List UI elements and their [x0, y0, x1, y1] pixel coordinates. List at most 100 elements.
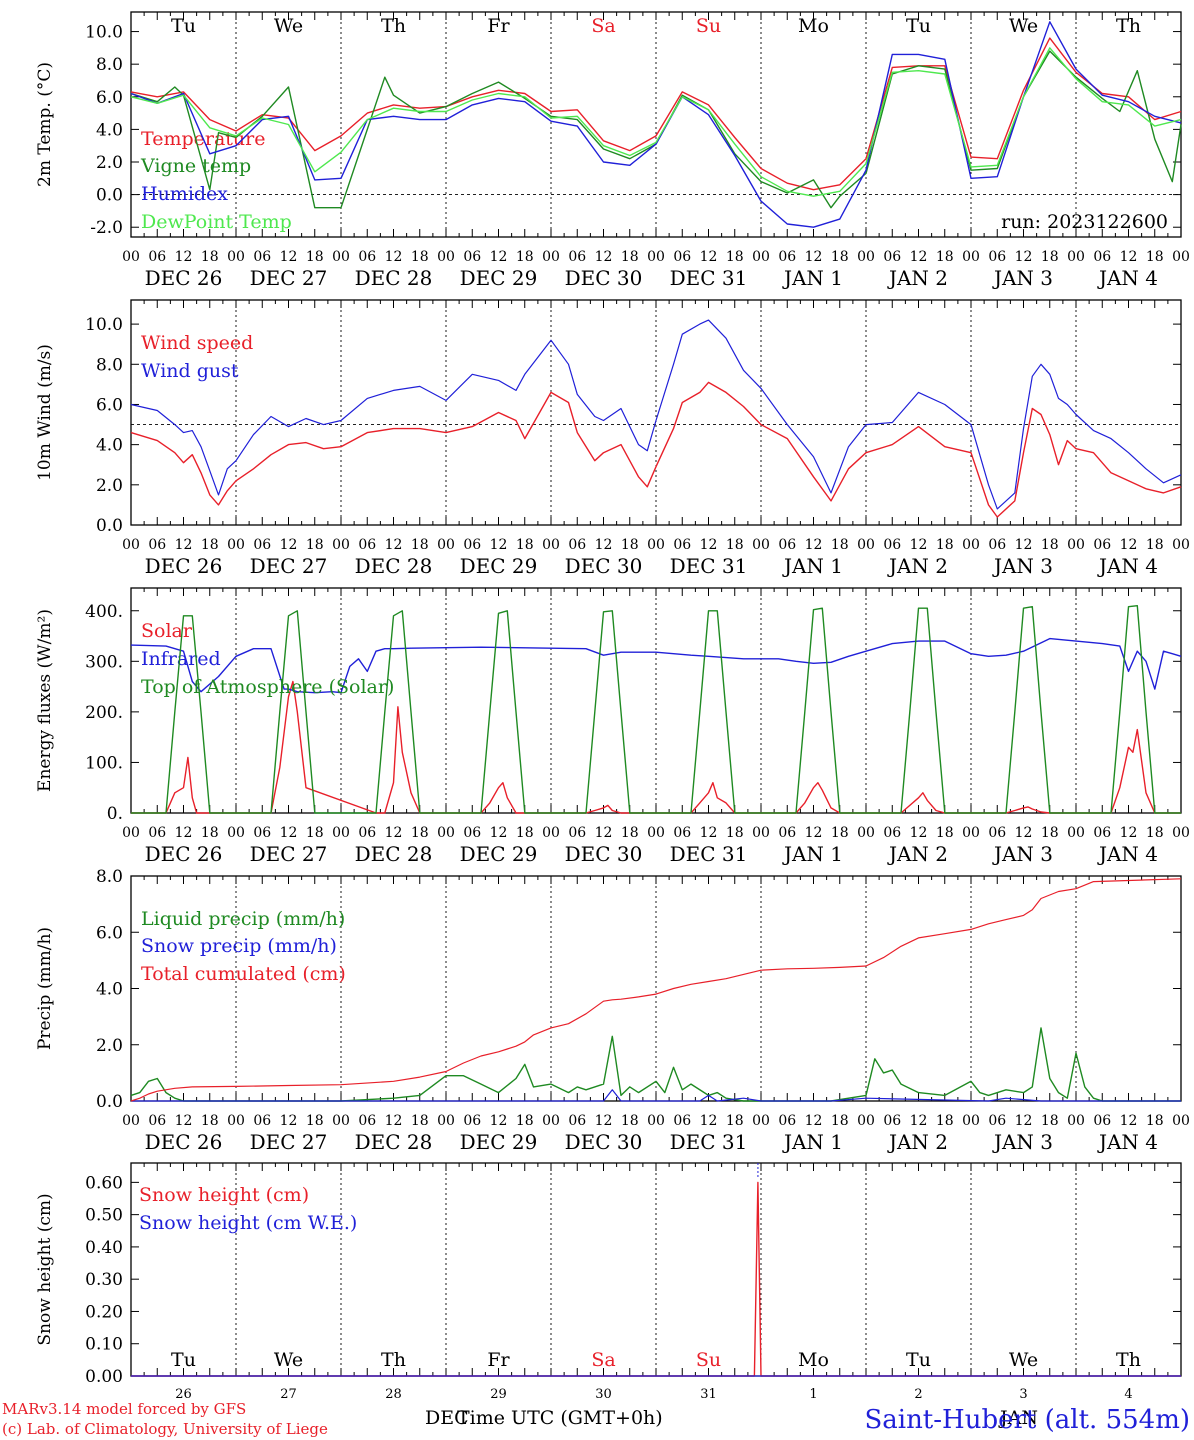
hour-tick-label: 00 — [122, 1113, 140, 1129]
hour-tick-label: 00 — [857, 1113, 875, 1129]
hour-tick-label: 18 — [726, 537, 744, 553]
chart-panels: -2.00.02.04.06.08.010.02m Temp. (°C) Temp… — [35, 11, 1190, 1402]
series-line-3 — [131, 605, 1181, 814]
date-label: JAN 2 — [887, 266, 948, 290]
hour-tick-label: 06 — [883, 1113, 901, 1129]
hour-tick-label: 12 — [175, 825, 193, 841]
hour-tick-label: 06 — [1093, 537, 1111, 553]
hour-tick-label: 06 — [778, 1113, 796, 1129]
y-tick-label: 2.0 — [96, 476, 123, 496]
hour-tick-label: 18 — [306, 537, 324, 553]
hour-tick-label: 06 — [463, 537, 481, 553]
hour-tick-label: 00 — [437, 537, 455, 553]
date-label: DEC 27 — [250, 842, 328, 866]
hour-tick-label: 06 — [568, 1113, 586, 1129]
hour-tick-label: 06 — [1093, 825, 1111, 841]
hour-tick-label: 00 — [437, 825, 455, 841]
hour-tick-label: 06 — [253, 825, 271, 841]
hour-tick-label: 00 — [227, 249, 245, 265]
y-tick-label: 400. — [85, 602, 123, 622]
hour-tick-label: 18 — [726, 825, 744, 841]
legend-entry: Humidex — [141, 183, 228, 205]
day-name-label: Th — [1116, 1349, 1141, 1371]
series-line-2 — [130, 637, 1182, 694]
day-number-label: 26 — [175, 1387, 192, 1402]
legend-entry: Total cumulated (cm) — [141, 963, 346, 985]
hour-tick-label: 06 — [148, 537, 166, 553]
hour-tick-label: 18 — [621, 249, 639, 265]
hour-tick-label: 12 — [700, 537, 718, 553]
hour-tick-label: 06 — [568, 537, 586, 553]
hour-tick-label: 06 — [253, 537, 271, 553]
legend-entry: Solar — [141, 620, 193, 642]
date-label: DEC 30 — [565, 266, 643, 290]
hour-tick-label: 06 — [148, 825, 166, 841]
legend-entry: DewPoint Temp — [141, 211, 292, 233]
hour-tick-label: 06 — [778, 825, 796, 841]
date-label: DEC 26 — [145, 266, 223, 290]
hour-tick-label: 00 — [332, 1113, 350, 1129]
hour-tick-label: 00 — [1172, 537, 1190, 553]
hour-tick-label: 00 — [1067, 825, 1085, 841]
date-label: DEC 27 — [250, 554, 328, 578]
series-line-3 — [130, 878, 1182, 1102]
hour-tick-label: 00 — [647, 1113, 665, 1129]
hour-tick-label: 12 — [490, 537, 508, 553]
date-label: JAN 3 — [992, 554, 1053, 578]
date-label: JAN 3 — [992, 842, 1053, 866]
y-tick-label: 0.50 — [85, 1206, 123, 1226]
hour-tick-label: 12 — [805, 249, 823, 265]
hour-tick-label: 00 — [122, 825, 140, 841]
hour-tick-label: 18 — [1146, 249, 1164, 265]
hour-tick-label: 00 — [962, 1113, 980, 1129]
hour-tick-label: 00 — [1172, 1113, 1190, 1129]
day-name-label: We — [274, 1349, 303, 1371]
date-label: DEC 29 — [460, 266, 538, 290]
series-line-1 — [130, 1027, 1181, 1102]
hour-tick-label: 18 — [936, 825, 954, 841]
hour-tick-label: 18 — [516, 825, 534, 841]
series-line-4 — [130, 47, 1182, 197]
y-tick-label: -2.0 — [90, 218, 123, 238]
day-name-label: Sa — [591, 15, 615, 37]
hour-tick-label: 06 — [883, 537, 901, 553]
hour-tick-label: 06 — [778, 249, 796, 265]
hour-tick-label: 18 — [306, 249, 324, 265]
y-tick-label: 0.30 — [85, 1270, 123, 1290]
hour-tick-label: 00 — [1067, 537, 1085, 553]
date-label: DEC 31 — [670, 842, 748, 866]
y-tick-label: 4.0 — [96, 980, 123, 1000]
y-tick-label: 200. — [85, 703, 123, 723]
y-tick-label: 6.0 — [96, 395, 123, 415]
hour-tick-label: 12 — [280, 537, 298, 553]
y-tick-label: 0.60 — [85, 1173, 123, 1193]
day-name-label: Mo — [798, 1349, 829, 1371]
hour-tick-label: 00 — [962, 825, 980, 841]
y-tick-label: 0.0 — [96, 186, 123, 206]
hour-tick-label: 06 — [673, 1113, 691, 1129]
hour-tick-label: 12 — [385, 249, 403, 265]
date-label: JAN 2 — [887, 842, 948, 866]
date-label: JAN 3 — [992, 1130, 1053, 1154]
hour-tick-label: 12 — [280, 249, 298, 265]
date-label: JAN 1 — [782, 554, 843, 578]
x-axis-label: Time UTC (GMT+0h) — [457, 1407, 663, 1429]
hour-tick-label: 00 — [542, 825, 560, 841]
day-name-label: We — [1009, 15, 1038, 37]
hour-tick-label: 00 — [437, 1113, 455, 1129]
y-tick-label: 0.40 — [85, 1238, 123, 1258]
hour-tick-label: 00 — [1067, 249, 1085, 265]
hour-tick-label: 00 — [1172, 825, 1190, 841]
hour-tick-label: 18 — [201, 1113, 219, 1129]
hour-tick-label: 18 — [411, 537, 429, 553]
hour-tick-label: 06 — [988, 1113, 1006, 1129]
hour-tick-label: 00 — [647, 249, 665, 265]
hour-tick-label: 00 — [437, 249, 455, 265]
y-tick-label: 100. — [85, 753, 123, 773]
hour-tick-label: 18 — [1041, 825, 1059, 841]
day-name-label: Tu — [906, 1349, 931, 1371]
hour-tick-label: 12 — [805, 537, 823, 553]
hour-tick-label: 18 — [306, 825, 324, 841]
hour-tick-label: 12 — [805, 1113, 823, 1129]
